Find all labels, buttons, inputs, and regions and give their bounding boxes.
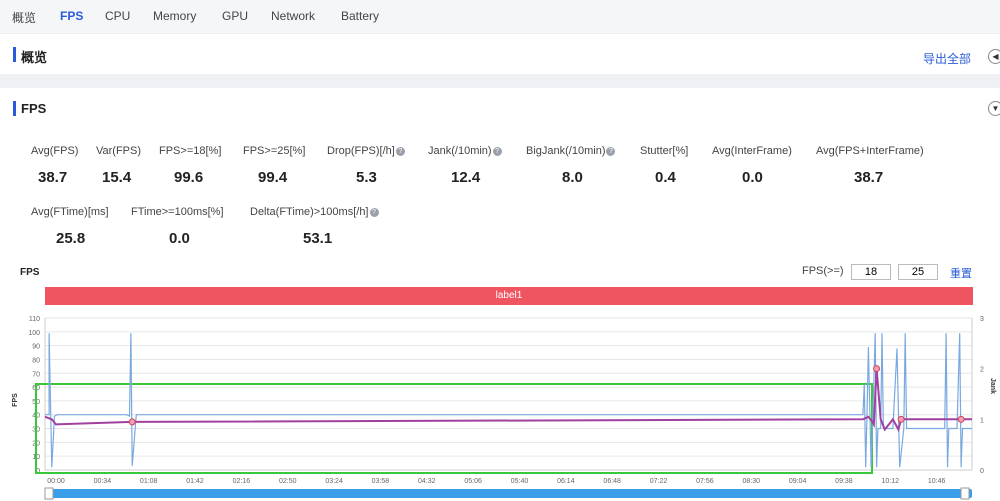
- metric-value: 38.7: [38, 169, 68, 186]
- metric-label: FTime>=100ms[%]: [131, 206, 224, 218]
- metric-value: 38.7: [854, 169, 884, 186]
- metric-label: Avg(FPS+InterFrame): [816, 145, 924, 157]
- fps-threshold-input-1[interactable]: [851, 264, 891, 280]
- help-icon[interactable]: ?: [369, 208, 379, 217]
- metric-label: Avg(InterFrame): [712, 145, 792, 157]
- metric-label: Jank(/10min)?: [428, 145, 502, 157]
- metric-label-text: BigJank(/10min): [526, 145, 606, 157]
- help-icon[interactable]: ?: [606, 147, 616, 156]
- section-marker: [13, 101, 16, 116]
- metric-label: Var(FPS): [96, 145, 142, 157]
- tab-battery[interactable]: Battery: [341, 9, 380, 23]
- metric-label-text: Delta(FTime)>100ms[/h]: [250, 206, 369, 218]
- tab-bar: 概览 FPS CPU Memory GPU Network Battery: [0, 0, 1000, 33]
- label-band[interactable]: label1: [45, 287, 973, 305]
- section-marker: [13, 47, 16, 62]
- metric-value: 0.0: [169, 230, 190, 247]
- export-all-link[interactable]: 导出全部: [922, 52, 971, 66]
- metric-label: BigJank(/10min)?: [526, 145, 616, 157]
- metric-value: 25.8: [56, 230, 86, 247]
- metric-value: 0.0: [742, 169, 763, 186]
- tab-cpu[interactable]: CPU: [105, 9, 131, 23]
- metric-value: 8.0: [562, 169, 583, 186]
- metric-label: Drop(FPS)[/h]?: [327, 145, 405, 157]
- overview-card: 概览: [0, 34, 1000, 74]
- metric-label-text: Jank(/10min): [428, 145, 492, 157]
- tab-overview[interactable]: 概览: [12, 11, 37, 25]
- fps-threshold-input-2[interactable]: [898, 264, 938, 280]
- chevron-left-icon[interactable]: ◀: [988, 49, 1000, 64]
- help-icon[interactable]: ?: [395, 147, 405, 156]
- metric-label: Avg(FTime)[ms]: [31, 206, 109, 218]
- metric-value: 12.4: [451, 169, 481, 186]
- tab-gpu[interactable]: GPU: [222, 9, 249, 23]
- metric-label: Stutter[%]: [640, 145, 689, 157]
- metric-value: 99.4: [258, 169, 288, 186]
- metric-label: Avg(FPS): [31, 145, 79, 157]
- help-icon[interactable]: ?: [492, 147, 502, 156]
- reset-button[interactable]: 重置: [950, 268, 972, 280]
- tab-fps[interactable]: FPS: [60, 9, 84, 23]
- metric-value: 5.3: [356, 169, 377, 186]
- fps-section-title: FPS: [21, 101, 47, 116]
- metric-label-text: Drop(FPS)[/h]: [327, 145, 395, 157]
- chevron-down-icon[interactable]: ▼: [988, 101, 1000, 116]
- metric-value: 15.4: [102, 169, 132, 186]
- fps-threshold-label: FPS(>=): [802, 265, 844, 277]
- metric-label: FPS>=25[%]: [243, 145, 306, 157]
- metric-label: Delta(FTime)>100ms[/h]?: [250, 206, 379, 218]
- tab-memory[interactable]: Memory: [153, 9, 197, 23]
- metric-value: 0.4: [655, 169, 676, 186]
- overview-title: 概览: [21, 50, 48, 65]
- metric-value: 53.1: [303, 230, 333, 247]
- tab-network[interactable]: Network: [271, 9, 316, 23]
- metric-label: FPS>=18[%]: [159, 145, 222, 157]
- chart-title: FPS: [20, 267, 40, 278]
- metric-value: 99.6: [174, 169, 204, 186]
